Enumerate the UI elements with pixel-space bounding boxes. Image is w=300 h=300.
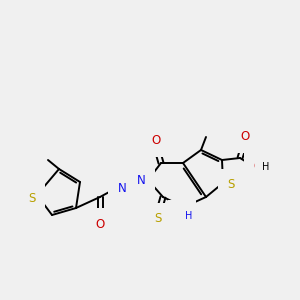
Text: N: N [178, 209, 186, 223]
Text: S: S [227, 178, 235, 191]
Text: O: O [95, 218, 105, 230]
Text: H: H [118, 176, 126, 186]
Text: O: O [240, 130, 250, 143]
Text: H: H [262, 162, 270, 172]
Text: S: S [154, 212, 162, 226]
Text: O: O [254, 160, 262, 173]
Text: H: H [185, 211, 193, 221]
Text: O: O [152, 134, 160, 148]
Text: N: N [118, 182, 126, 194]
Text: S: S [28, 191, 36, 205]
Text: N: N [136, 173, 146, 187]
